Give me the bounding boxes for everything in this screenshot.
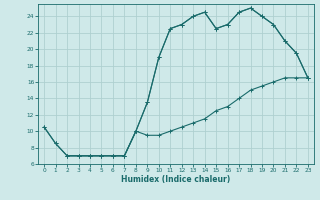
X-axis label: Humidex (Indice chaleur): Humidex (Indice chaleur) (121, 175, 231, 184)
